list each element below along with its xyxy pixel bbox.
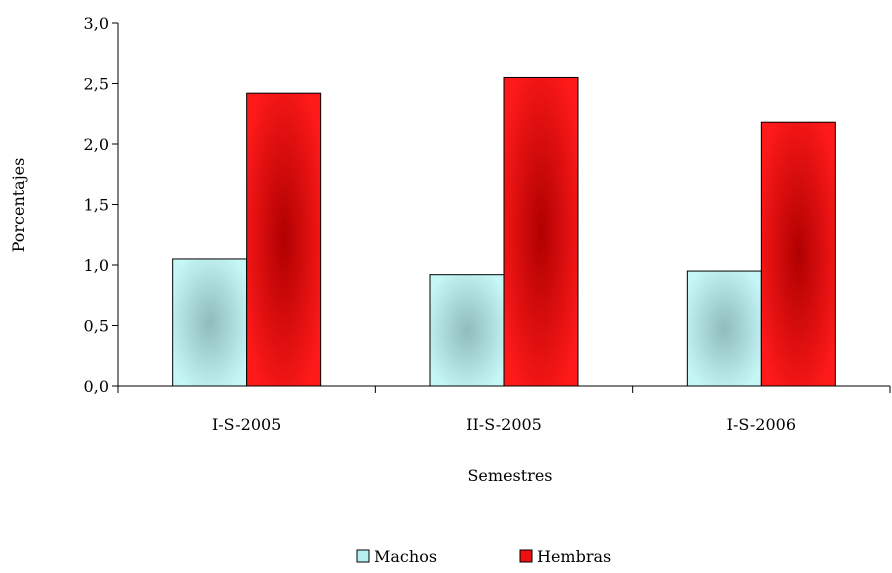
- bar-hembras-i-s-2005: [246, 92, 322, 387]
- x-tick-label: I-S-2006: [727, 415, 796, 434]
- x-tick-label: II-S-2005: [466, 415, 542, 434]
- y-tick-label: 0,5: [84, 317, 109, 336]
- y-tick-label: 1,5: [84, 196, 109, 215]
- bar-machos-i-s-2005: [172, 258, 248, 387]
- y-tick-label: 2,5: [84, 75, 109, 94]
- y-tick-label: 1,0: [84, 256, 109, 275]
- y-axis-title: Porcentajes: [9, 158, 28, 253]
- legend-label-machos: Machos: [374, 547, 437, 566]
- bar-machos-ii-s-2005: [429, 274, 505, 387]
- y-tick-label: 3,0: [84, 14, 109, 33]
- legend-swatch-machos: [356, 549, 370, 563]
- bar-hembras-ii-s-2005: [503, 76, 579, 387]
- bars: [172, 76, 836, 387]
- y-axis: 0,0 0,5 1,0 1,5 2,0 2,5 3,0: [84, 14, 119, 396]
- x-axis: I-S-2005 II-S-2005 I-S-2006: [117, 385, 891, 434]
- y-tick-label: 0,0: [84, 377, 109, 396]
- legend-label-hembras: Hembras: [537, 547, 611, 566]
- x-tick-label: I-S-2005: [212, 415, 281, 434]
- x-axis-title: Semestres: [467, 466, 552, 485]
- bar-machos-i-s-2006: [686, 270, 762, 387]
- y-tick-label: 2,0: [84, 135, 109, 154]
- legend: Machos Hembras: [356, 547, 611, 566]
- bar-hembras-i-s-2006: [760, 121, 836, 387]
- legend-swatch-hembras: [519, 549, 533, 563]
